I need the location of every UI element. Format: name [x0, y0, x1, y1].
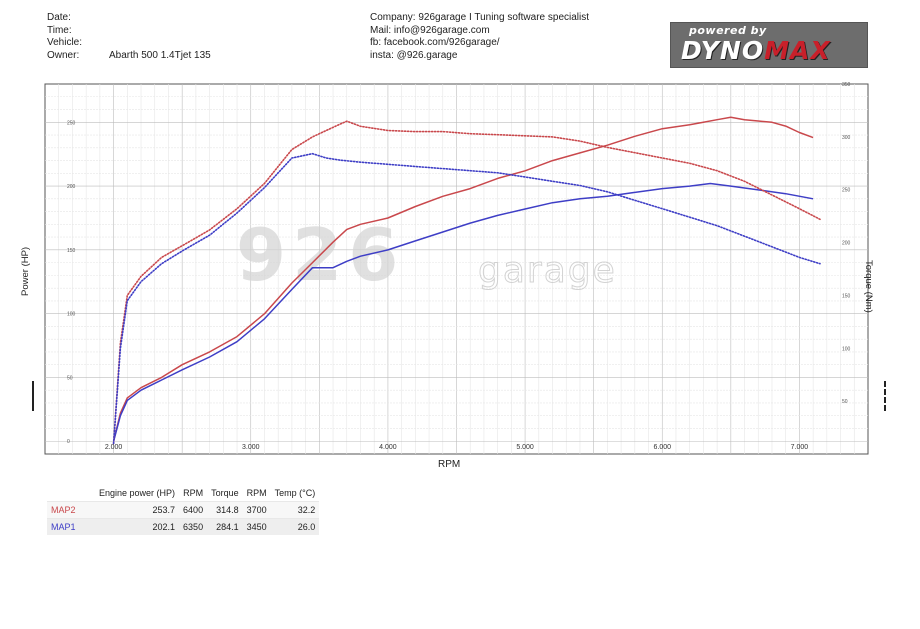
brand-part1: DYNO: [681, 36, 765, 65]
x-tick-label: 3.000: [242, 444, 260, 451]
company-line: Company: 926garage I Tuning software spe…: [370, 12, 590, 23]
owner-value: Abarth 500 1.4Tjet 135: [109, 49, 211, 61]
results-header-row: Engine power (HP) RPM Torque RPM Temp (°…: [47, 485, 319, 502]
header-cell: Temp (°C): [274, 488, 316, 498]
x-tick-label: 5.000: [516, 444, 534, 451]
y-right-tick-label: 200: [842, 241, 851, 247]
header-cell: Engine power (HP): [99, 488, 176, 498]
y-axis-right-label: Torque (Nm): [863, 260, 874, 313]
x-tick-label: 4.000: [379, 444, 397, 451]
date-label: Date:: [47, 12, 71, 23]
map-name: MAP1: [47, 518, 95, 535]
y-right-tick-label: 50: [842, 399, 848, 405]
x-tick-label: 7.000: [791, 444, 809, 451]
torque-cell: 314.8: [207, 501, 243, 519]
header-cell: RPM: [183, 488, 204, 498]
power-cell: 253.7: [95, 501, 180, 519]
fb-line: fb: facebook.com/926garage/: [370, 37, 500, 49]
y-left-tick-label: 50: [67, 375, 73, 381]
owner-label: Owner:: [47, 49, 80, 61]
dyno-chart: 926 garage 2.000 3.000 4.000 5.000 6.000 7.00…: [44, 82, 869, 455]
header-cell: RPM: [246, 488, 267, 498]
vehicle-label: Vehicle:: [47, 37, 83, 49]
y-right-tick-label: 150: [842, 293, 851, 299]
rpm-cell: 3450: [242, 518, 271, 535]
x-tick-label: 6.000: [653, 444, 671, 451]
report-info: Date: Time: Vehicle: Owner: Abarth 500 1.…: [47, 12, 211, 62]
y-left-tick-label: 100: [67, 312, 76, 318]
grid: [45, 84, 868, 454]
y-right-tick-label: 300: [842, 135, 851, 141]
y-axis-left-label: Power (HP): [20, 246, 31, 296]
header-cell: Torque: [211, 488, 239, 498]
rpm-cell: 6350: [179, 518, 208, 535]
map2-power-line: [112, 116, 814, 442]
map-name: MAP2: [47, 501, 95, 519]
y-left-tick-label: 0: [67, 439, 70, 445]
rpm-cell: 6400: [179, 501, 208, 519]
insta-line: insta: @926.garage: [370, 49, 458, 61]
results-table: Engine power (HP) RPM Torque RPM Temp (°…: [47, 485, 320, 535]
right-edge-mark: [884, 381, 888, 411]
x-tick-label: 2.000: [105, 444, 123, 451]
temp-cell: 26.0: [270, 518, 320, 535]
map1-torque-line: [112, 152, 821, 445]
left-edge-mark: [32, 381, 34, 411]
powered-by-text: powered by: [689, 24, 767, 37]
tick-labels: 2.000 3.000 4.000 5.000 6.000 7.000 0 50 100 150 2…: [67, 82, 851, 451]
x-axis-label: RPM: [438, 459, 461, 470]
mail-line: Mail: info@926garage.com: [370, 24, 490, 36]
y-left-tick-label: 250: [67, 120, 76, 126]
map1-power-line: [112, 182, 814, 442]
y-left-tick-label: 150: [67, 248, 76, 254]
watermark-garage: garage: [478, 250, 617, 291]
torque-cell: 284.1: [207, 518, 243, 535]
company-info: Company: 926garage I Tuning software spe…: [370, 12, 589, 62]
map2-torque-line: [112, 120, 821, 445]
header-cell: [47, 485, 95, 502]
y-right-tick-label: 100: [842, 346, 851, 352]
y-right-tick-label: 350: [842, 82, 851, 88]
power-cell: 202.1: [95, 518, 180, 535]
time-label: Time:: [47, 24, 72, 36]
dynomax-logo: powered by DYNOMAX: [670, 22, 868, 68]
watermark-926: 926: [236, 213, 404, 297]
rpm-cell: 3700: [242, 501, 271, 519]
temp-cell: 32.2: [270, 501, 320, 519]
table-row: MAP1 202.1 6350 284.1 3450 26.0: [47, 518, 320, 535]
y-right-tick-label: 250: [842, 188, 851, 194]
series-lines: [112, 116, 821, 445]
brand-part2: MAX: [764, 36, 831, 65]
y-left-tick-label: 200: [67, 184, 76, 190]
watermark: 926 garage: [236, 213, 617, 297]
table-row: MAP2 253.7 6400 314.8 3700 32.2: [47, 501, 320, 519]
